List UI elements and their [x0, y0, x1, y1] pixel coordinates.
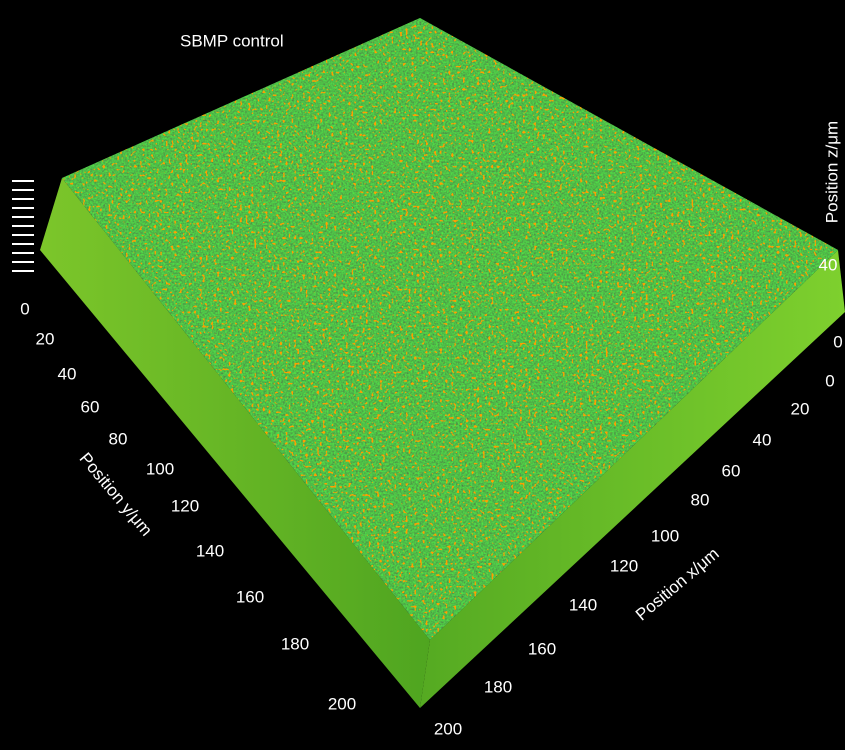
y-tick-label: 140 — [196, 541, 224, 560]
y-tick-label: 80 — [109, 429, 128, 448]
z-tick-label: 40 — [819, 255, 838, 274]
y-tick-label: 200 — [328, 694, 356, 713]
z-scale-bar — [12, 181, 34, 271]
x-tick-label: 120 — [610, 556, 638, 575]
y-tick-label: 0 — [20, 299, 29, 318]
x-tick-label: 80 — [691, 490, 710, 509]
title: SBMP control — [180, 31, 284, 50]
z-tick-label: 0 — [833, 332, 842, 351]
y-tick-label: 100 — [146, 459, 174, 478]
x-tick-label: 40 — [753, 430, 772, 449]
y-tick-label: 60 — [81, 397, 100, 416]
x-tick-label: 200 — [434, 719, 462, 738]
y-tick-label: 120 — [171, 496, 199, 515]
x-tick-label: 160 — [528, 639, 556, 658]
y-tick-label: 160 — [236, 587, 264, 606]
x-tick-label: 60 — [722, 461, 741, 480]
x-tick-label: 20 — [791, 399, 810, 418]
y-tick-label: 40 — [58, 364, 77, 383]
x-tick-label: 180 — [484, 677, 512, 696]
x-axis-label: Position x/μm — [632, 544, 723, 624]
y-tick-label: 180 — [281, 634, 309, 653]
y-axis-label: Position y/μm — [76, 449, 156, 540]
y-tick-label: 20 — [36, 329, 55, 348]
z-axis-label: Position z/μm — [822, 121, 841, 223]
x-tick-label: 140 — [569, 595, 597, 614]
x-tick-label: 100 — [651, 526, 679, 545]
x-tick-label: 0 — [825, 371, 834, 390]
image: SBMP control Position z/μm Position y/μm… — [0, 0, 845, 750]
biofilm-volume — [40, 18, 845, 708]
